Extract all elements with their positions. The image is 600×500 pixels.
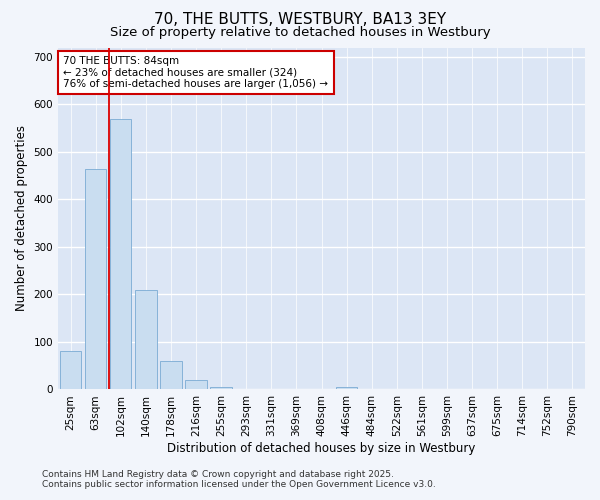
Bar [110,118,131,390]
Bar [160,361,182,390]
Bar [135,290,157,390]
Text: Size of property relative to detached houses in Westbury: Size of property relative to detached ho… [110,26,490,39]
Bar [60,352,81,390]
Bar [236,388,257,390]
Text: Contains HM Land Registry data © Crown copyright and database right 2025.
Contai: Contains HM Land Registry data © Crown c… [42,470,436,489]
Bar [185,380,207,390]
Text: 70 THE BUTTS: 84sqm
← 23% of detached houses are smaller (324)
76% of semi-detac: 70 THE BUTTS: 84sqm ← 23% of detached ho… [64,56,328,89]
Bar [336,387,357,390]
Bar [85,168,106,390]
Bar [211,387,232,390]
X-axis label: Distribution of detached houses by size in Westbury: Distribution of detached houses by size … [167,442,476,455]
Y-axis label: Number of detached properties: Number of detached properties [15,126,28,312]
Text: 70, THE BUTTS, WESTBURY, BA13 3EY: 70, THE BUTTS, WESTBURY, BA13 3EY [154,12,446,28]
